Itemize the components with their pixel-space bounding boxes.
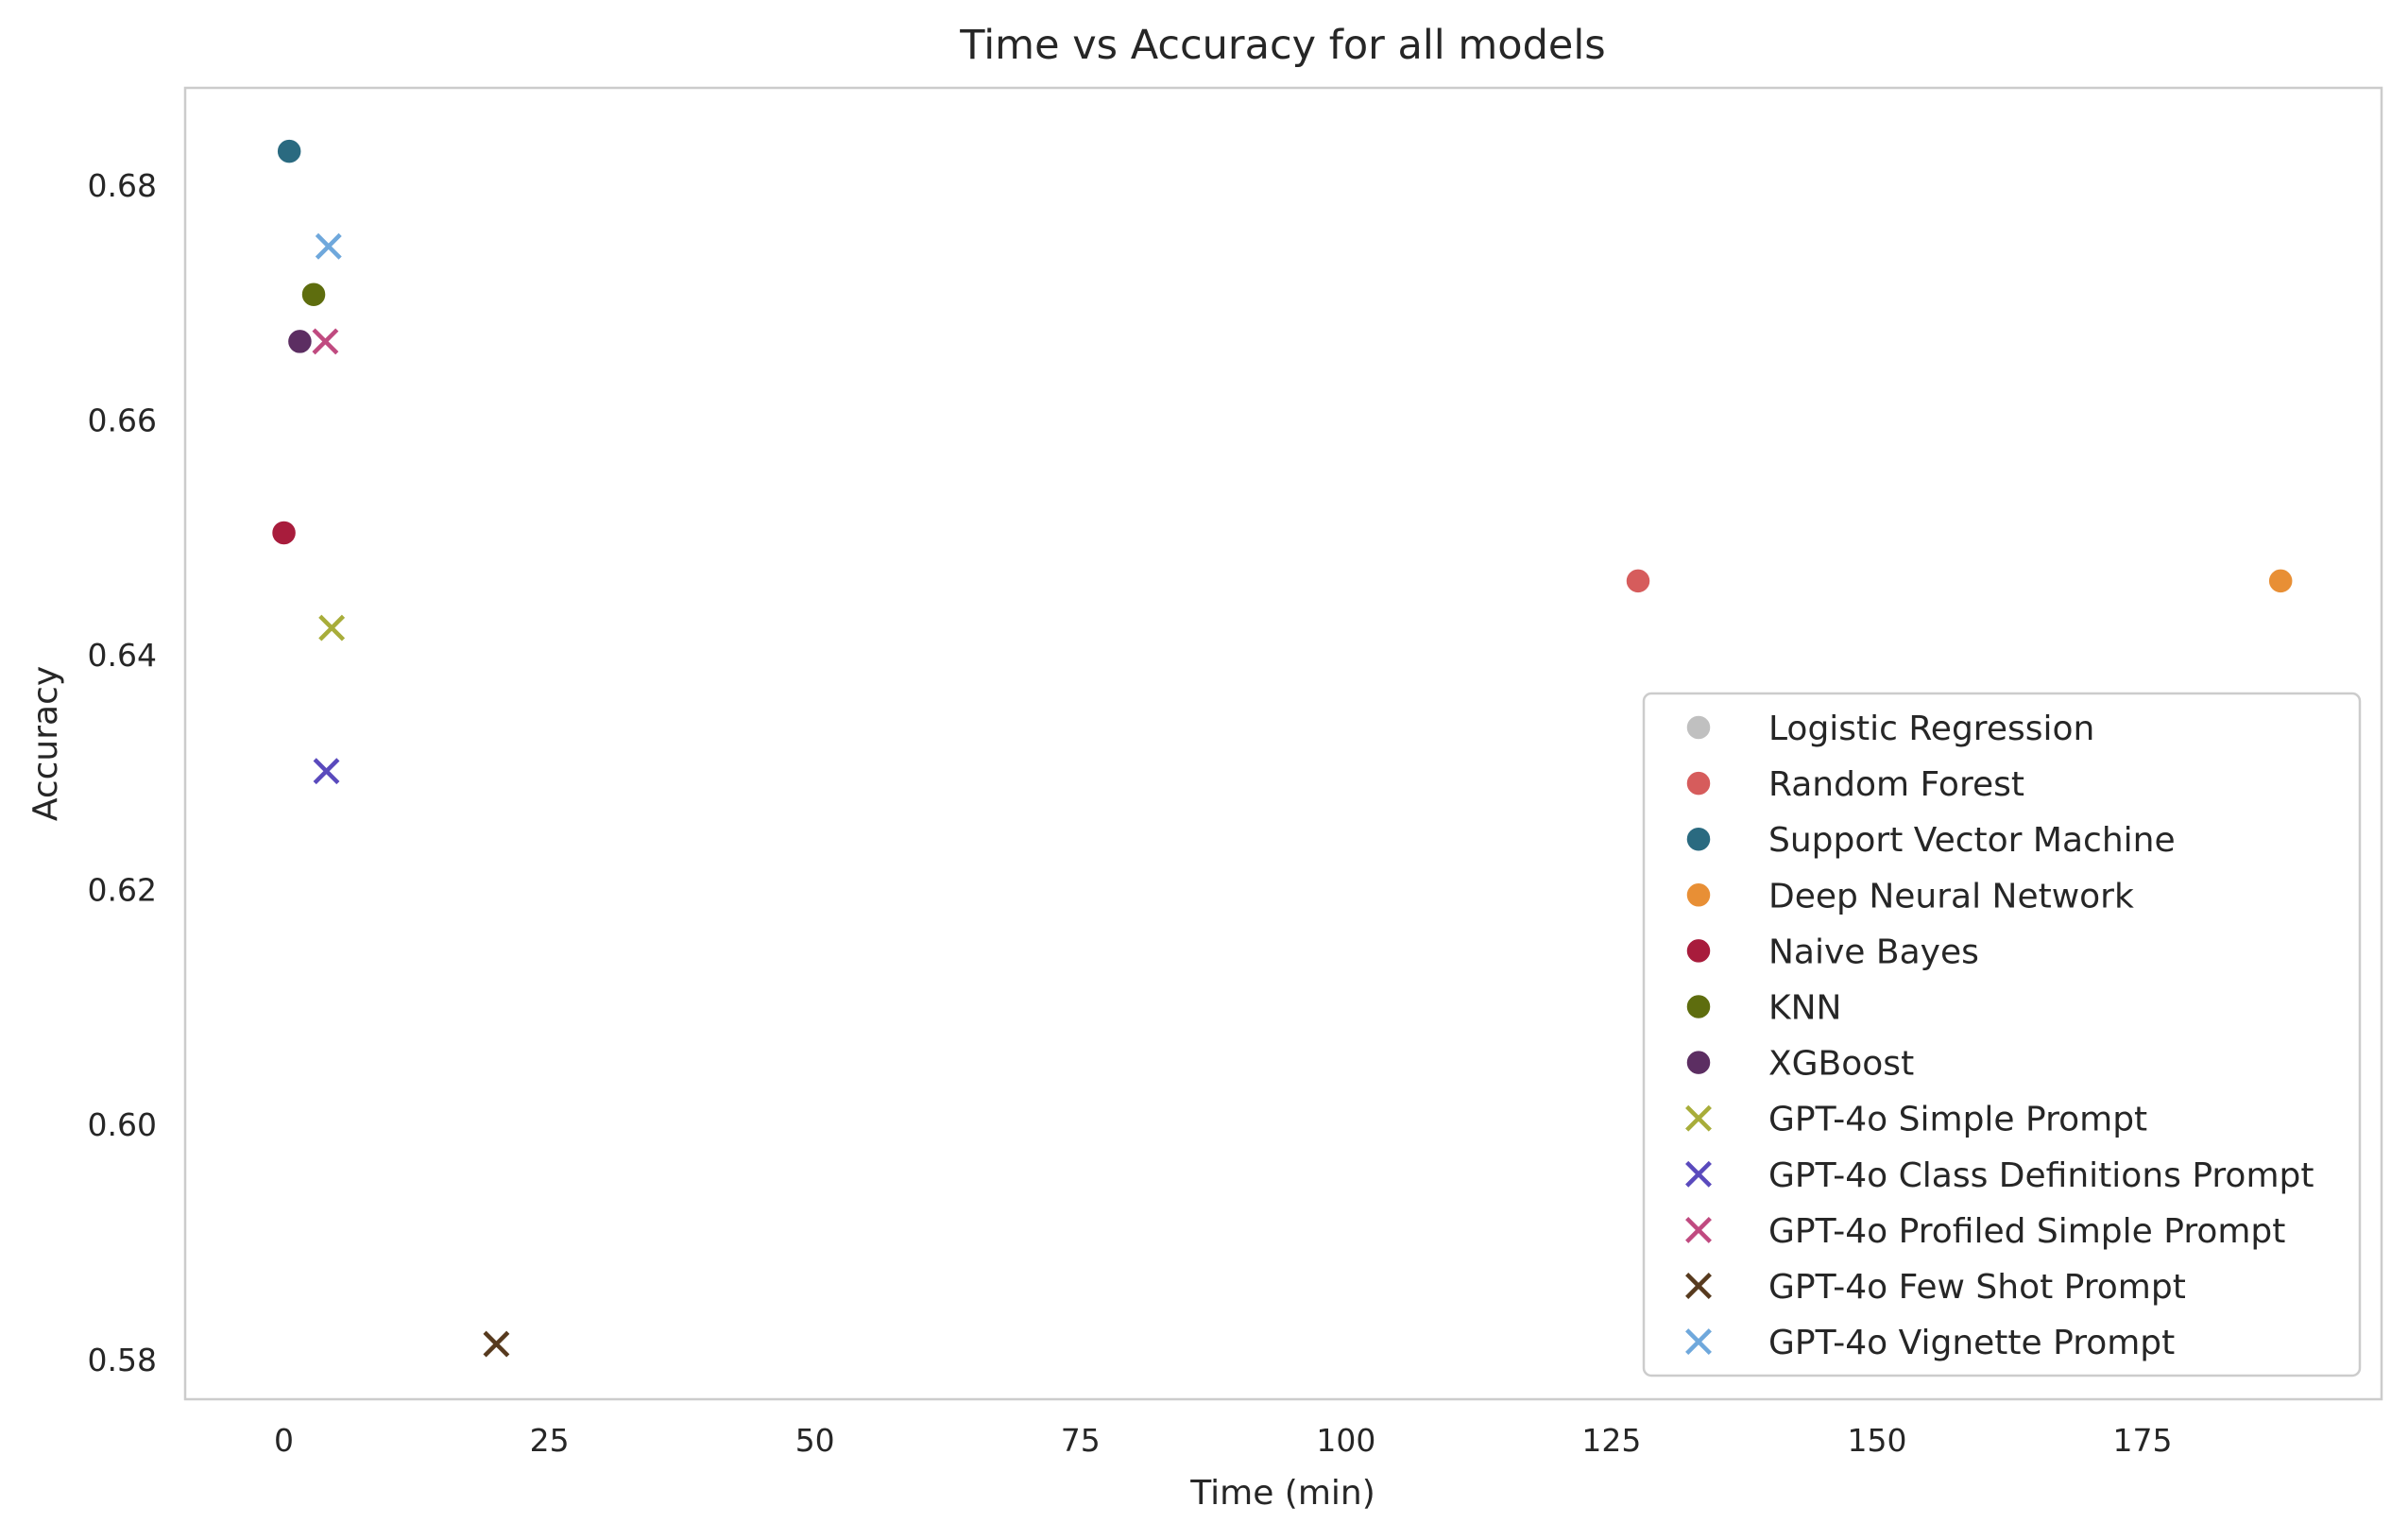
y-tick-label: 0.58 [88, 1342, 157, 1378]
x-tick-label: 150 [1847, 1422, 1906, 1459]
legend-marker [1685, 1104, 1712, 1132]
legend-entry-label: KNN [1768, 989, 1841, 1028]
legend-entry-label: Support Vector Machine [1768, 821, 2176, 860]
legend-marker [1685, 881, 1712, 909]
legend: Logistic Regression Random Forest Support … [1642, 692, 2362, 1377]
data-point [276, 138, 302, 164]
legend-marker [1685, 1273, 1712, 1299]
legend-entry-label: Random Forest [1768, 765, 2024, 804]
x-axis-ticks: 0 25 50 75 100 125 150 175 [274, 1422, 2172, 1459]
data-point [315, 232, 342, 260]
legend-box [1642, 692, 2362, 1377]
x-axis-label: Time (min) [1189, 1474, 1375, 1513]
x-tick-label: 25 [530, 1422, 570, 1459]
legend-marker [1685, 1049, 1712, 1076]
y-tick-label: 0.66 [88, 402, 157, 439]
legend-entry-label: Naive Bayes [1768, 933, 1979, 971]
data-point [270, 520, 298, 546]
data-points [270, 138, 2294, 1358]
y-axis-label: Accuracy [26, 666, 65, 821]
legend-marker [1685, 1216, 1712, 1243]
legend-entry-label: Logistic Regression [1768, 710, 2094, 748]
plot-area-frame [183, 86, 2383, 1401]
legend-marker [1685, 770, 1712, 796]
legend-marker [1685, 993, 1712, 1020]
x-tick-label: 125 [1581, 1422, 1641, 1459]
legend-marker [1685, 826, 1712, 852]
data-point [286, 328, 314, 355]
legend-entry-label: GPT-4o Profiled Simple Prompt [1768, 1212, 2285, 1251]
legend-entry-label: GPT-4o Class Definitions Prompt [1768, 1156, 2314, 1195]
y-tick-label: 0.68 [88, 167, 157, 204]
x-tick-label: 100 [1316, 1422, 1375, 1459]
data-point [300, 281, 327, 308]
data-point [483, 1330, 510, 1358]
chart-title: Time vs Accuracy for all models [959, 22, 1605, 69]
legend-entry-label: GPT-4o Simple Prompt [1768, 1101, 2147, 1139]
legend-marker [1685, 1160, 1712, 1188]
data-point [318, 614, 346, 642]
legend-marker [1685, 937, 1712, 965]
x-tick-label: 50 [795, 1422, 835, 1459]
y-tick-label: 0.60 [88, 1106, 157, 1143]
legend-marker [1685, 1328, 1712, 1356]
legend-marker [1685, 714, 1712, 741]
y-tick-label: 0.64 [88, 637, 157, 674]
data-point [2267, 568, 2294, 594]
data-point [312, 328, 339, 355]
legend-entry-label: Deep Neural Network [1768, 877, 2134, 915]
x-tick-label: 175 [2113, 1422, 2173, 1459]
data-point [313, 758, 340, 785]
legend-entry-label: XGBoost [1768, 1045, 1914, 1084]
y-tick-label: 0.62 [88, 872, 157, 909]
x-tick-label: 0 [274, 1422, 294, 1459]
y-axis-ticks: 0.58 0.60 0.62 0.64 0.66 0.68 [88, 167, 157, 1378]
data-point [1625, 568, 1651, 594]
legend-entry-label: GPT-4o Few Shot Prompt [1768, 1268, 2186, 1307]
legend-entry-label: GPT-4o Vignette Prompt [1768, 1324, 2175, 1362]
x-tick-label: 75 [1061, 1422, 1101, 1459]
